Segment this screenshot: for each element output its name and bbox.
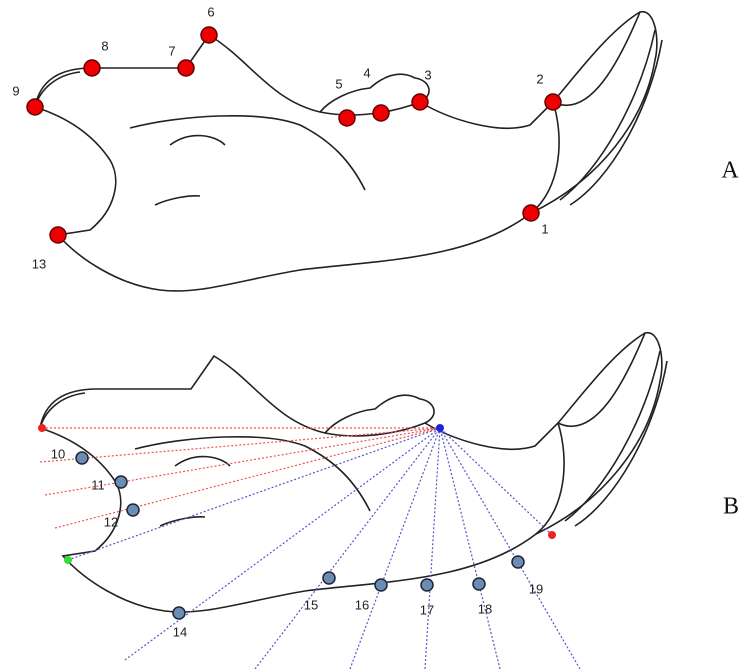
landmark-label: 12 xyxy=(104,514,118,529)
landmark-label: 14 xyxy=(173,624,187,639)
semilandmark xyxy=(473,578,485,590)
landmark xyxy=(50,227,66,243)
semilandmark xyxy=(115,476,127,488)
landmark-label: 18 xyxy=(478,601,492,616)
landmark-label: 4 xyxy=(363,65,370,80)
landmark-label: 7 xyxy=(168,43,175,58)
landmark-label: 15 xyxy=(304,597,318,612)
landmark xyxy=(545,94,561,110)
semilandmark xyxy=(512,556,524,568)
landmark-label: 10 xyxy=(51,446,65,461)
panel-a: 1 2 3 4 5 6 7 8 9 13 A xyxy=(12,4,739,291)
landmark xyxy=(84,60,100,76)
landmark-label: 17 xyxy=(420,602,434,617)
landmark xyxy=(523,205,539,221)
landmark-label: 1 xyxy=(541,221,548,236)
anchor-point xyxy=(548,531,556,539)
landmark-label: 13 xyxy=(32,256,46,271)
semilandmark xyxy=(375,579,387,591)
landmark-label: 9 xyxy=(12,83,19,98)
figure: 1 2 3 4 5 6 7 8 9 13 A xyxy=(0,0,743,669)
semilandmark xyxy=(127,504,139,516)
anchor-point xyxy=(38,424,46,432)
panel-label: A xyxy=(721,158,739,184)
landmark xyxy=(339,110,355,126)
landmark xyxy=(201,27,217,43)
semilandmark xyxy=(173,607,185,619)
anchor-point xyxy=(64,556,72,564)
landmark xyxy=(27,99,43,115)
semilandmark xyxy=(76,452,88,464)
panel-b: 10 11 12 14 15 16 17 18 19 B xyxy=(38,333,739,669)
semilandmark xyxy=(323,572,335,584)
landmark-label: 3 xyxy=(424,67,431,82)
landmark-label: 16 xyxy=(355,597,369,612)
landmark-label: 19 xyxy=(529,581,543,596)
anchor-point xyxy=(436,424,444,432)
landmark-label: 5 xyxy=(335,76,342,91)
semilandmark xyxy=(421,579,433,591)
semilandmark-rays xyxy=(40,428,580,669)
landmark xyxy=(373,105,389,121)
landmark-label: 6 xyxy=(207,4,214,19)
landmark xyxy=(178,60,194,76)
landmark-label: 2 xyxy=(536,71,543,86)
landmark-label: 11 xyxy=(91,477,105,492)
landmark xyxy=(412,94,428,110)
panel-label: B xyxy=(723,494,739,520)
landmark-label: 8 xyxy=(101,38,108,53)
